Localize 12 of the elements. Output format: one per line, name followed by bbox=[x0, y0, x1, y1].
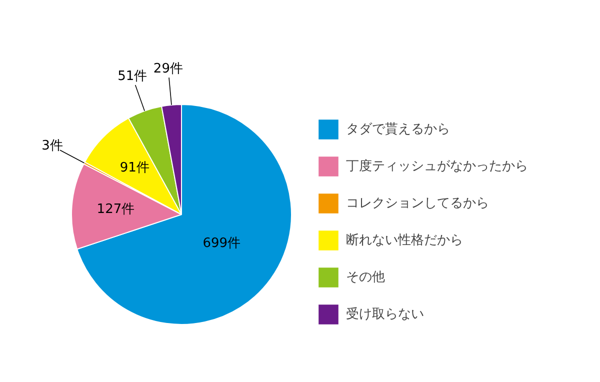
legend-label: コレクションしてるから bbox=[346, 195, 489, 212]
data-label: 91件 bbox=[120, 160, 150, 176]
data-label: 29件 bbox=[153, 61, 183, 76]
legend-label: 丁度ティッシュがなかったから bbox=[346, 158, 528, 175]
legend-label: 断れない性格だから bbox=[346, 232, 463, 249]
data-label: 3件 bbox=[42, 138, 63, 154]
data-label: 51件 bbox=[118, 69, 148, 84]
legend-label: タダで貰えるから bbox=[346, 121, 450, 138]
legend-label: 受け取らない bbox=[346, 306, 424, 323]
data-label: 127件 bbox=[96, 202, 135, 217]
legend-label: その他 bbox=[346, 269, 385, 286]
data-label: 699件 bbox=[202, 236, 241, 251]
